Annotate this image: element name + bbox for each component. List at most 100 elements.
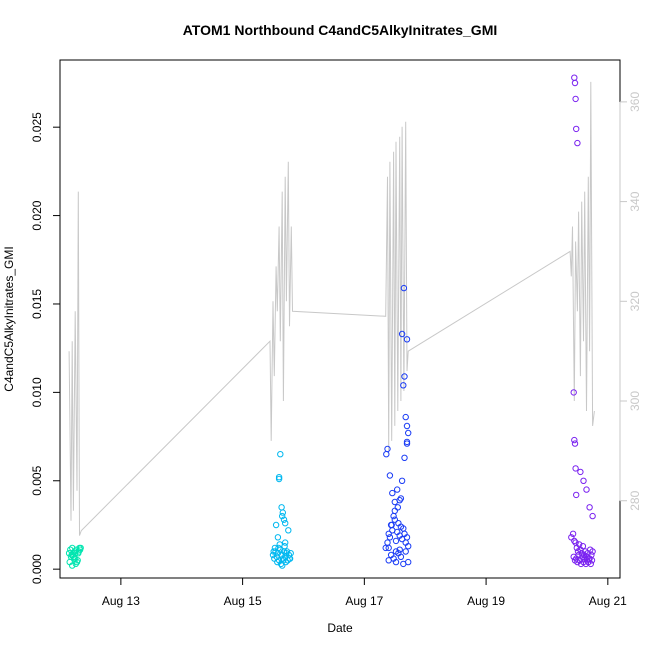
data-point: [394, 504, 401, 511]
data-point: [571, 436, 578, 444]
data-point: [392, 558, 400, 566]
data-point: [405, 429, 412, 437]
data-point: [573, 125, 580, 133]
data-point: [570, 389, 577, 396]
y2-tick-label: 320: [628, 291, 642, 311]
data-point: [384, 445, 391, 453]
data-point: [571, 79, 579, 87]
data-point: [274, 534, 282, 541]
data-point: [280, 516, 288, 523]
y2-tick-label: 280: [628, 490, 642, 510]
data-point: [574, 139, 581, 147]
line-layer: [68, 81, 595, 536]
y-axis: 0.000 0.005 0.010 0.015 0.020 0.025: [30, 112, 61, 584]
data-point: [386, 534, 394, 541]
data-point: [400, 284, 408, 292]
data-point: [271, 544, 279, 552]
data-point: [392, 537, 400, 545]
data-point: [572, 465, 579, 472]
data-point: [405, 543, 412, 550]
y2-axis: 280 300 320 340 360: [619, 92, 642, 511]
data-point: [397, 495, 405, 502]
data-point: [272, 521, 280, 529]
data-point: [394, 486, 401, 493]
data-point: [282, 558, 289, 566]
x-tick-label: Aug 19: [467, 594, 505, 608]
data-point: [405, 558, 412, 566]
data-point: [577, 468, 584, 476]
data-point: [279, 562, 286, 569]
data-point: [583, 486, 590, 493]
x-axis: Aug 13 Aug 15 Aug 17 Aug 19 Aug 21: [102, 577, 627, 608]
data-point: [277, 451, 284, 458]
data-point: [275, 557, 283, 564]
data-point: [397, 553, 405, 560]
x-tick-label: Aug 13: [102, 594, 140, 608]
data-point: [279, 512, 286, 520]
data-point: [285, 551, 293, 559]
data-point: [571, 74, 578, 81]
data-point: [571, 440, 579, 447]
data-point: [282, 520, 289, 527]
data-point: [386, 472, 394, 479]
y2-tick-label: 360: [628, 92, 642, 112]
y-axis-label: C4andC5AlkyInitrates_GMI: [2, 246, 16, 391]
data-point: [275, 475, 283, 483]
data-point: [587, 560, 594, 568]
data-point: [579, 543, 587, 550]
y-tick-label: 0.025: [30, 112, 44, 142]
data-point: [586, 504, 593, 511]
data-point: [398, 477, 406, 484]
points-layer: [65, 74, 596, 569]
data-point: [389, 489, 396, 497]
data-point: [572, 95, 579, 103]
data-point: [573, 491, 580, 499]
data-point: [588, 557, 596, 564]
data-point: [388, 521, 395, 529]
data-point: [385, 530, 392, 537]
data-point: [282, 539, 289, 546]
data-point: [403, 440, 411, 447]
data-point: [398, 330, 406, 338]
data-point: [391, 516, 398, 523]
x-tick-label: Aug 21: [589, 594, 627, 608]
data-point: [270, 548, 277, 555]
plot-frame: [59, 59, 621, 579]
data-point: [69, 562, 76, 569]
data-point: [589, 512, 596, 520]
data-point: [401, 373, 408, 380]
secondary-line: [68, 81, 595, 536]
data-point: [287, 550, 294, 557]
data-point: [274, 558, 281, 566]
data-point: [400, 382, 407, 389]
data-point: [278, 504, 285, 511]
data-point: [383, 451, 390, 458]
y-tick-label: 0.010: [30, 377, 44, 407]
data-point: [283, 548, 291, 555]
y-tick-label: 0.015: [30, 289, 44, 319]
data-point: [384, 539, 391, 546]
data-point: [403, 422, 411, 430]
y2-tick-label: 300: [628, 391, 642, 411]
data-point: [403, 336, 411, 343]
y-tick-label: 0.020: [30, 200, 44, 230]
data-point: [392, 548, 400, 555]
data-point: [77, 544, 84, 552]
data-point: [275, 474, 283, 481]
y-tick-label: 0.005: [30, 465, 44, 495]
data-point: [285, 527, 292, 534]
data-point: [391, 507, 398, 514]
chart-title: ATOM1 Northbound C4andC5AlkyInitrates_GM…: [183, 22, 498, 38]
data-point: [569, 530, 577, 537]
y2-tick-label: 340: [628, 191, 642, 211]
data-point: [390, 512, 397, 520]
data-point: [580, 477, 587, 484]
data-point: [281, 543, 288, 550]
data-point: [402, 413, 409, 421]
data-point: [385, 544, 392, 552]
data-point: [72, 550, 79, 557]
y-tick-label: 0.000: [30, 554, 44, 584]
x-axis-label: Date: [327, 621, 353, 635]
data-point: [279, 509, 286, 516]
